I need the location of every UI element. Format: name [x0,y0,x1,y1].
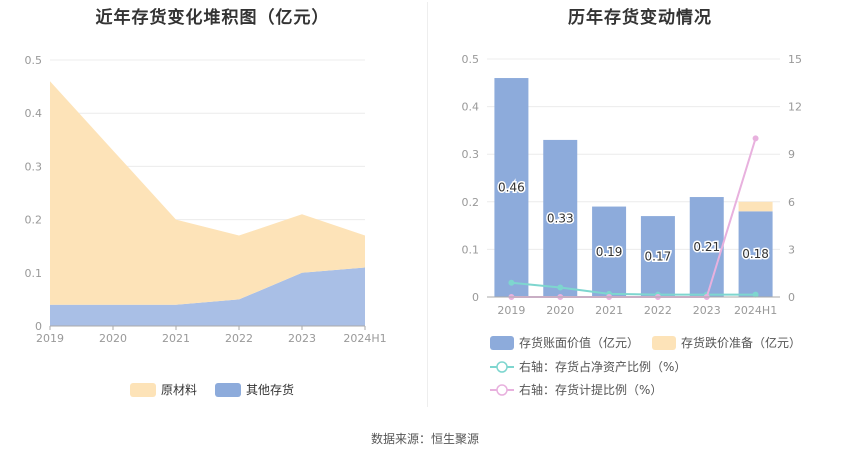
right-left-y-tick-label: 0.4 [462,101,480,114]
right-x-tick-label: 2022 [644,304,672,317]
data-source: 数据来源：恒生聚源 [0,430,850,447]
right-right-y-tick-label: 6 [788,196,795,209]
bar-value-label: 0.17 [645,250,672,264]
line-point [557,284,564,291]
left-y-tick-label: 0.1 [25,267,43,280]
line-point [752,291,759,298]
bar-impairment [738,201,773,212]
area-series-1 [50,81,365,305]
bar-value-label: 0.19 [596,245,623,259]
left-legend-label: 原材料 [161,383,197,397]
bar-value-label: 0.46 [498,181,525,195]
left-y-tick-label: 0.2 [25,214,43,227]
left-legend-label: 其他存货 [246,382,294,397]
right-left-y-tick-label: 0.3 [462,148,480,161]
right-legend-swatch [490,336,514,350]
right-legend-label: 存货跌价准备（亿元） [681,335,801,350]
left-x-tick-label: 2020 [99,332,127,345]
bar-value-label: 0.21 [693,240,720,254]
right-x-tick-label: 2020 [546,304,574,317]
line-net-asset-ratio [511,281,756,296]
left-x-tick-label: 2019 [36,332,64,345]
bar-value-label: 0.18 [742,247,769,261]
right-left-y-tick-label: 0.2 [462,196,480,209]
right-legend-swatch [652,336,676,350]
right-right-y-tick-label: 15 [788,53,802,66]
right-legend-label: 存货账面价值（亿元） [519,335,639,350]
right-x-tick-label: 2019 [497,304,525,317]
bar-book-value [494,78,529,297]
right-right-y-tick-label: 0 [788,291,795,304]
right-left-y-tick-label: 0.5 [462,53,480,66]
left-y-tick-label: 0.3 [25,160,43,173]
left-y-tick-label: 0.5 [25,54,43,67]
bar-book-value [738,211,773,297]
charts-canvas: 0 0.1 0.2 0.3 0.4 0.5 2019 2020 2021 2022 2023 2024… [25,53,802,397]
right-x-tick-label: 2021 [595,304,623,317]
left-x-tick-label: 2024H1 [343,332,386,345]
left-x-tick-label: 2021 [162,332,190,345]
right-x-tick-label: 2023 [693,304,721,317]
line-point [752,135,759,142]
right-legend-label: 右轴：存货占净资产比例（%） [519,359,686,374]
data-source-value: 恒生聚源 [431,432,480,446]
right-legend-label: 右轴：存货计提比例（%） [519,382,662,397]
right-x-tick-label: 2024H1 [734,304,777,317]
left-x-tick-label: 2022 [225,332,253,345]
right-legend-marker [496,361,508,373]
left-chart-title: 近年存货变化堆积图（亿元） [95,8,330,28]
right-right-y-tick-label: 3 [788,243,795,256]
right-left-y-tick-label: 0 [472,291,479,304]
right-left-y-tick-label: 0.1 [462,243,480,256]
right-right-y-tick-label: 9 [788,148,795,161]
bar-book-value [592,206,627,297]
left-y-tick-label: 0 [35,320,42,333]
bar-book-value [640,216,675,297]
bar-book-value [689,197,724,297]
data-source-label: 数据来源： [370,432,431,446]
left-x-tick-label: 2023 [288,332,316,345]
right-right-y-tick-label: 12 [788,101,802,114]
right-chart-title: 历年存货变动情况 [568,8,712,28]
left-y-tick-label: 0.4 [25,107,43,120]
panel-divider [427,2,428,407]
area-series-0 [50,267,365,326]
left-legend-swatch [130,383,156,397]
line-point [508,279,515,286]
right-legend-marker [496,384,508,396]
left-legend-swatch [215,383,241,397]
bar-value-label: 0.33 [547,211,574,225]
bar-book-value [543,139,578,297]
